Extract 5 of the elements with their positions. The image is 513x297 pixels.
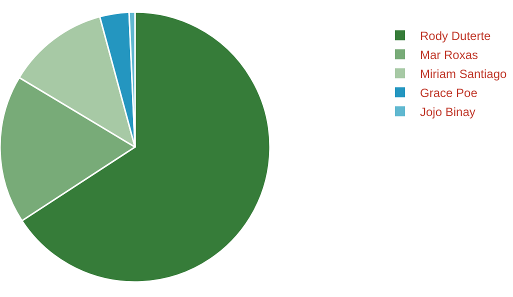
legend-label: Rody Duterte <box>420 28 492 43</box>
legend-label: Jojo Binay <box>420 104 476 119</box>
legend-label: Grace Poe <box>420 86 478 100</box>
legend-label: Mar Roxas <box>420 48 478 62</box>
legend-label: Miriam Santiago <box>420 66 508 81</box>
